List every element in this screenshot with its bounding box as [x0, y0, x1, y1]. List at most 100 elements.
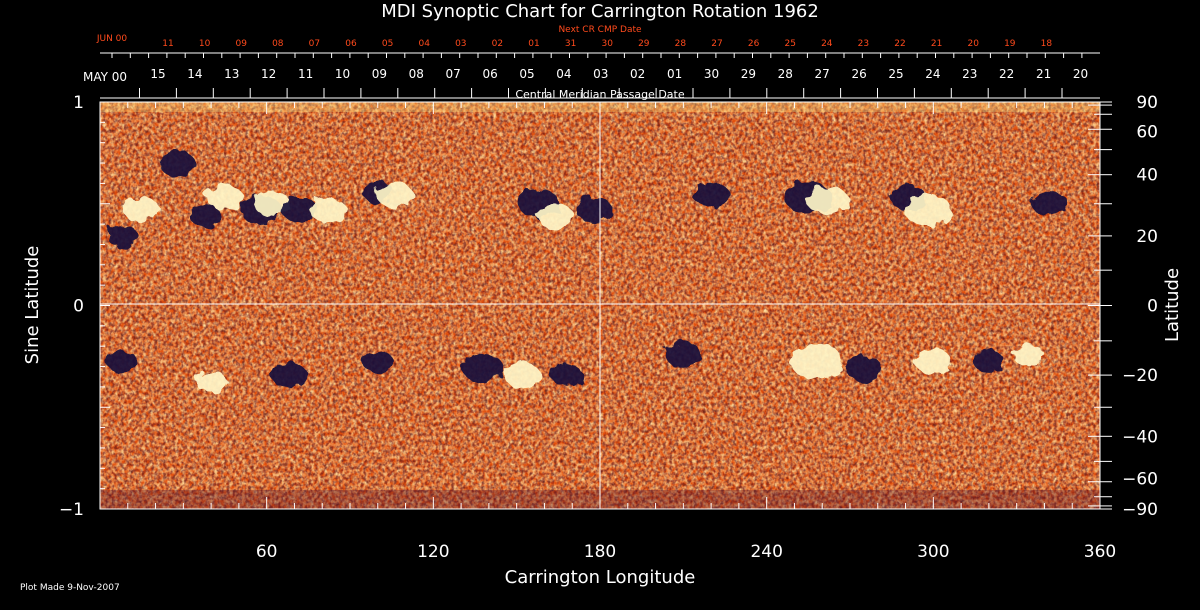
next-cr-day-labels: 11 10 09 08 07 06 05 04 03 02 01 31 30 29 28 27 26 25 24 23… [162, 39, 1052, 49]
next-cr-day: 21 [931, 39, 942, 49]
right-tick-label: −40 [1122, 427, 1158, 447]
positive-polarity-region [376, 182, 413, 208]
cmp-day: 02 [630, 67, 645, 81]
negative-polarity-region [270, 362, 308, 388]
next-cr-day: 06 [345, 39, 357, 49]
right-tick-label: 0 [1147, 297, 1158, 317]
left-tick-label: −1 [59, 500, 84, 520]
cmp-day: 24 [925, 67, 940, 81]
negative-polarity-region [692, 182, 730, 208]
x-tick-label: 60 [256, 542, 278, 562]
right-tick-label: 60 [1136, 122, 1158, 142]
cmp-day: 03 [593, 67, 608, 81]
left-tick-label: 1 [73, 93, 84, 113]
plot-made-note: Plot Made 9-Nov-2007 [20, 583, 120, 593]
cmp-day: 04 [556, 67, 571, 81]
cmp-day: 11 [298, 67, 313, 81]
cmp-day: 13 [224, 67, 239, 81]
positive-polarity-region [504, 362, 541, 388]
positive-polarity-region [806, 186, 849, 216]
negative-polarity-region [551, 364, 583, 386]
cmp-day-labels: 15 14 13 12 11 10 09 08 07 06 05 04 03 02 01 30 29 28 27 26… [139, 67, 1088, 98]
cmp-day: 08 [409, 67, 424, 81]
positive-polarity-region [1012, 343, 1044, 366]
right-tick-label: −20 [1122, 366, 1158, 386]
next-cr-label: Next CR CMP Date [558, 25, 642, 35]
next-cr-day: 19 [1004, 39, 1016, 49]
negative-polarity-region [189, 205, 222, 228]
next-cr-day: 09 [235, 39, 247, 49]
x-axis-ticks [127, 102, 1073, 509]
positive-polarity-region [790, 343, 843, 380]
cmp-axis-label: Central Meridian Passage Date [515, 88, 684, 101]
active-regions [106, 151, 1069, 393]
y-axis-title-left: Sine Latitude [22, 246, 43, 365]
cmp-day: 15 [150, 67, 165, 81]
cmp-day: 07 [446, 67, 461, 81]
right-tick-label: 20 [1136, 227, 1158, 247]
next-cr-day: 27 [711, 39, 722, 49]
next-cr-day: 01 [528, 39, 539, 49]
x-tick-label: 240 [750, 542, 782, 562]
negative-polarity-region [576, 197, 613, 223]
next-cr-day: 29 [638, 39, 650, 49]
negative-polarity-region [159, 151, 196, 177]
next-cr-day: 25 [784, 39, 795, 49]
cmp-day: 09 [372, 67, 387, 81]
next-cr-day: 07 [309, 39, 320, 49]
cmp-day: 10 [335, 67, 350, 81]
cmp-day: 21 [1036, 67, 1051, 81]
negative-polarity-region [281, 197, 319, 223]
cmp-day: 12 [261, 67, 276, 81]
right-tick-label: 90 [1136, 93, 1158, 113]
x-tick-label: 180 [584, 542, 616, 562]
next-cr-day: 10 [199, 39, 211, 49]
next-cr-day: 28 [675, 39, 687, 49]
positive-polarity-region [206, 185, 244, 211]
next-cr-day: 05 [382, 39, 393, 49]
negative-polarity-region [106, 350, 138, 373]
cmp-day: 25 [888, 67, 903, 81]
next-cr-day: 22 [894, 39, 905, 49]
chart-title: MDI Synoptic Chart for Carrington Rotati… [381, 1, 819, 22]
right-axis-ticks [1088, 101, 1112, 510]
x-tick-label: 120 [417, 542, 449, 562]
cmp-day: 29 [741, 67, 756, 81]
cmp-day: 28 [778, 67, 793, 81]
positive-polarity-region [309, 197, 346, 223]
next-cr-day: 04 [418, 39, 430, 49]
positive-polarity-region [195, 370, 227, 393]
left-axis-tick-labels: 1 0 −1 [59, 93, 84, 520]
cmp-month: MAY 00 [83, 70, 127, 84]
right-tick-label: −60 [1122, 470, 1158, 490]
positive-polarity-region [254, 191, 291, 217]
cmp-day: 22 [999, 67, 1014, 81]
x-tick-label: 360 [1084, 542, 1116, 562]
negative-polarity-region [362, 350, 394, 373]
negative-polarity-region [462, 353, 505, 383]
next-cr-month: JUN 00 [96, 34, 128, 44]
cmp-day: 27 [815, 67, 830, 81]
cmp-day: 20 [1073, 67, 1088, 81]
positive-polarity-region [915, 348, 952, 375]
next-cr-day: 24 [821, 39, 833, 49]
cmp-day: 05 [519, 67, 534, 81]
right-tick-label: −90 [1122, 500, 1158, 520]
negative-polarity-region [973, 350, 1005, 373]
positive-polarity-region [537, 203, 574, 229]
next-cr-ticks [111, 53, 1083, 58]
left-tick-label: 0 [73, 297, 84, 317]
cmp-day: 26 [851, 67, 866, 81]
next-cr-day: 23 [858, 39, 869, 49]
cmp-day: 14 [187, 67, 202, 81]
cmp-day: 30 [704, 67, 719, 81]
y-axis-title-right: Latitude [1162, 268, 1183, 342]
negative-polarity-region [106, 225, 138, 247]
negative-polarity-region [1031, 191, 1069, 217]
negative-polarity-region [665, 342, 702, 368]
cmp-day: 23 [962, 67, 977, 81]
right-axis-tick-labels: 90 60 40 20 0 −20 −40 −60 −90 [1122, 93, 1158, 520]
next-cr-day: 18 [1041, 39, 1053, 49]
next-cr-day: 20 [967, 39, 979, 49]
